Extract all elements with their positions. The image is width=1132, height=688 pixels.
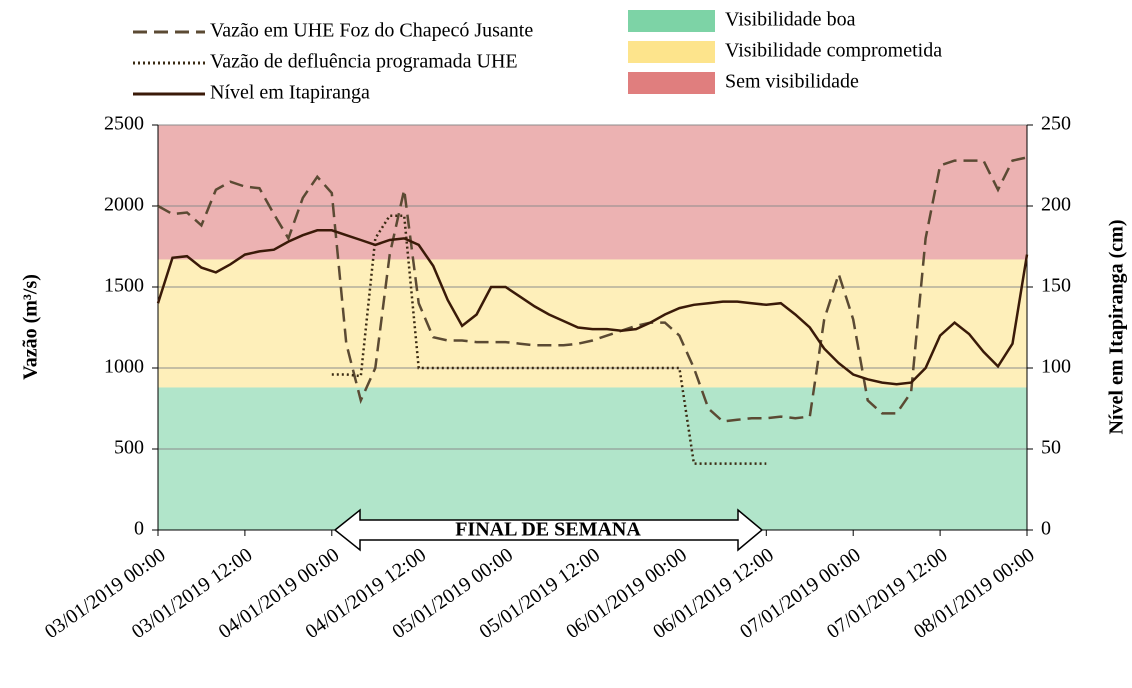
legend-swatch — [628, 72, 715, 94]
y-tick-label: 2000 — [104, 194, 144, 216]
annotation: FINAL DE SEMANA — [455, 519, 641, 541]
legend-label: Vazão de defluência programada UHE — [210, 51, 518, 73]
y2-tick-label: 100 — [1041, 356, 1071, 378]
y2-tick-label: 50 — [1041, 437, 1061, 459]
y2-tick-label: 0 — [1041, 518, 1051, 540]
weekend-arrow — [333, 508, 764, 552]
y-tick-label: 2500 — [104, 113, 144, 135]
y-tick-label: 1000 — [104, 356, 144, 378]
visibility-band — [158, 259, 1027, 388]
legend-label: Visibilidade comprometida — [725, 40, 942, 62]
legend-label: Nível em Itapiranga — [210, 82, 370, 104]
y-tick-label: 0 — [134, 518, 144, 540]
visibility-band — [158, 125, 1027, 260]
y2-tick-label: 200 — [1041, 194, 1071, 216]
visibility-band — [158, 387, 1027, 530]
y-tick-label: 500 — [114, 437, 144, 459]
legend-label: Vazão em UHE Foz do Chapecó Jusante — [210, 20, 533, 42]
y-tick-label: 1500 — [104, 275, 144, 297]
y2-tick-label: 250 — [1041, 113, 1071, 135]
legend-swatch — [628, 41, 715, 63]
y2-tick-label: 150 — [1041, 275, 1071, 297]
y-axis-label: Vazão (m³/s) — [20, 274, 42, 380]
legend-swatch — [628, 10, 715, 32]
y2-axis-label: Nível em Itapiranga (cm) — [1106, 220, 1128, 435]
series-line — [157, 156, 1028, 423]
legend-label: Visibilidade boa — [725, 9, 856, 31]
series-line — [156, 229, 1029, 386]
legend-label: Sem visibilidade — [725, 71, 859, 93]
